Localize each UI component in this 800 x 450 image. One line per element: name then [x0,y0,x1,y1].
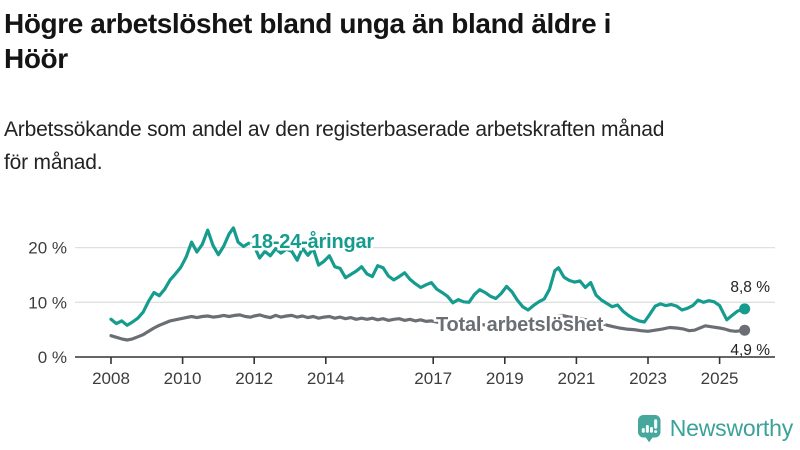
x-tick-label: 2014 [307,369,345,388]
series-line-young [109,226,747,327]
page-title-line2: Höör [4,43,68,74]
header: Högre arbetslöshet bland unga än bland ä… [0,0,800,179]
x-tick-label: 2017 [414,369,452,388]
y-tick-label: 0 % [38,348,67,367]
end-value-label: 4,9 % [730,342,770,359]
page-title: Högre arbetslöshet bland unga än bland ä… [4,6,796,76]
x-tick-label: 2025 [701,369,739,388]
x-tick-label: 2019 [486,369,524,388]
x-tick-label: 2010 [164,369,202,388]
series-label: 18-24-åringar [251,230,374,253]
brand-name: Newsworthy [669,415,793,441]
x-tick-label: 2021 [557,369,595,388]
chart-subtitle-line1: Arbetssökande som andel av den registerb… [4,118,665,141]
chart-subtitle: Arbetssökande som andel av den registerb… [4,113,796,179]
bar-chart-speech-bubble-icon [637,415,661,443]
x-tick-label: 2012 [235,369,273,388]
page-title-line1: Högre arbetslöshet bland unga än bland ä… [4,8,612,39]
series-label: Total arbetslöshet [436,314,604,336]
x-tick-label: 2008 [92,369,130,388]
x-tick-label: 2023 [629,369,667,388]
y-tick-label: 10 % [28,293,67,312]
chart-subtitle-line2: för månad. [4,151,103,174]
y-tick-label: 20 % [28,239,67,258]
end-value-label: 8,8 % [730,279,770,296]
newsworthy-logo[interactable]: Newsworthy [637,414,793,443]
series-line-total [109,313,747,342]
end-dot-young [739,303,751,315]
end-dot-total [739,324,751,336]
